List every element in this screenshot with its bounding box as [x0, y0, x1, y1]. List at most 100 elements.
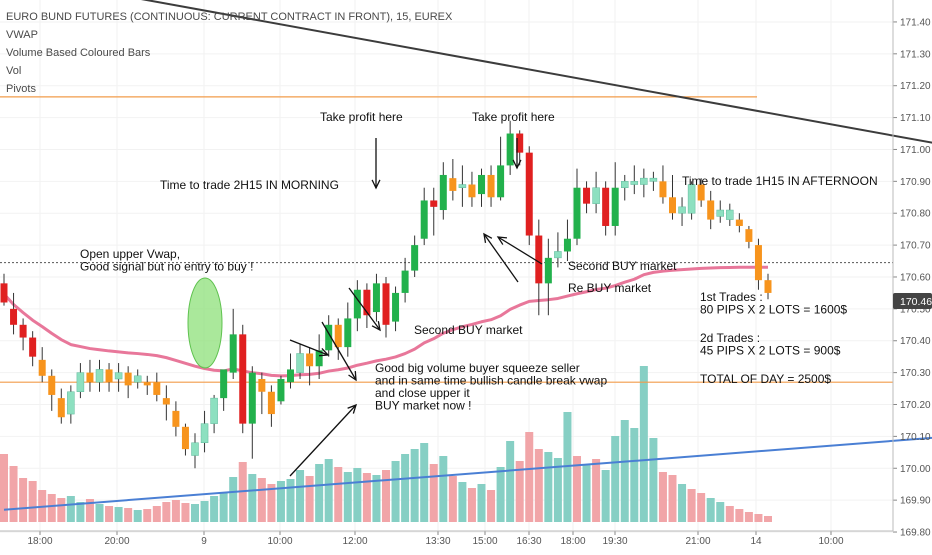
y-tick-label: 171.10 — [900, 113, 931, 124]
candle-body — [48, 375, 56, 395]
candle-body — [86, 372, 94, 383]
volume-bar — [506, 441, 515, 522]
volume-bar — [477, 484, 486, 522]
x-tick-label: 10:00 — [267, 536, 292, 547]
y-tick-label: 171.00 — [900, 145, 931, 156]
note-volume-squeeze: and in same time bullish candle break vw… — [375, 374, 607, 388]
candle-body — [516, 133, 524, 153]
x-tick-label: 18:00 — [27, 536, 52, 547]
candle-body — [344, 318, 352, 348]
price-badge-bg — [893, 293, 932, 309]
candle-body — [114, 372, 123, 380]
candle-body — [29, 337, 37, 357]
volume-bar — [334, 467, 343, 522]
candle-body — [659, 181, 667, 198]
candle-body — [239, 334, 247, 424]
candle-body — [669, 197, 676, 214]
candle-body — [554, 251, 562, 259]
volume-bar — [57, 498, 66, 522]
volume-bar — [95, 504, 104, 522]
candle-body — [162, 398, 170, 405]
volume-bar — [200, 501, 209, 522]
note-open-upper-vwap: Good signal but no entry to buy ! — [80, 260, 253, 274]
note-trade-morning: Time to trade 2H15 IN MORNING — [160, 178, 339, 192]
volume-bar — [296, 470, 305, 522]
legend-pivots[interactable]: Pivots — [6, 83, 36, 95]
candle-body — [726, 209, 734, 220]
volume-bar — [744, 512, 753, 522]
candle-body — [506, 133, 514, 166]
highlight-ellipse — [187, 277, 223, 369]
candle-body — [172, 410, 180, 427]
candle-body — [95, 369, 104, 383]
x-tick-label: 14 — [750, 536, 762, 547]
y-tick-label: 170.60 — [900, 272, 931, 283]
volume-bar — [525, 432, 534, 522]
volume-bar — [362, 473, 371, 522]
volume-bar — [162, 502, 171, 522]
candle-body — [707, 200, 715, 220]
volume-bar — [181, 503, 190, 522]
candle-body — [353, 289, 361, 319]
legend-volume-bars[interactable]: Volume Based Coloured Bars — [6, 47, 151, 59]
volume-bar — [639, 366, 648, 522]
volume-bar — [19, 478, 28, 522]
candle-body — [764, 280, 772, 293]
candle-body — [754, 245, 762, 281]
x-tick-label: 18:00 — [560, 536, 585, 547]
annotation-arrows — [289, 138, 543, 477]
volume-bar — [725, 506, 734, 522]
price-badge-label: 170.46 — [900, 296, 932, 308]
chart-legend: EURO BUND FUTURES (CONTINUOUS: CURRENT C… — [6, 11, 453, 95]
note-re-buy: Re BUY market — [568, 281, 652, 295]
note-volume-squeeze: BUY market now ! — [375, 399, 471, 413]
note-second-buy-2: Second BUY market — [414, 323, 523, 337]
note-volume-squeeze: and close upper it — [375, 386, 470, 400]
x-tick-label: 10:00 — [818, 536, 843, 547]
y-tick-label: 170.00 — [900, 464, 931, 475]
candle-body — [621, 181, 629, 188]
volume-bar — [315, 464, 324, 522]
volume-bar — [534, 449, 543, 522]
candle-body — [563, 238, 571, 252]
legend-title[interactable]: EURO BUND FUTURES (CONTINUOUS: CURRENT C… — [6, 11, 453, 23]
volume-bar — [286, 479, 295, 522]
volume-bar — [687, 489, 696, 522]
arrow-head — [348, 370, 357, 382]
candle-body — [277, 378, 285, 402]
candle-body — [382, 283, 390, 325]
volume-bar — [143, 509, 152, 522]
candle-body — [611, 187, 619, 226]
note-take-profit-1: Take profit here — [320, 110, 403, 124]
y-tick-label: 170.40 — [900, 336, 931, 347]
volume-bar — [764, 516, 772, 522]
vwap-line — [2, 265, 769, 378]
volume-bar — [658, 472, 667, 522]
note-trades-1: 80 PIPS X 2 LOTS = 1600$ — [700, 303, 847, 317]
volume-bar — [133, 510, 142, 522]
legend-vwap[interactable]: VWAP — [6, 29, 38, 41]
volume-bar — [105, 506, 114, 522]
x-tick-label: 21:00 — [685, 536, 710, 547]
arrow-head — [483, 232, 493, 243]
volume-bar — [458, 482, 467, 522]
volume-bar — [573, 456, 581, 522]
volume-bar — [467, 488, 476, 522]
legend-vol[interactable]: Vol — [6, 65, 21, 77]
candle-body — [487, 174, 495, 198]
volume-bar — [496, 467, 505, 522]
candle-body — [525, 152, 533, 236]
volume-bar — [668, 475, 677, 522]
candle-body — [143, 382, 151, 386]
volume-bar — [448, 476, 457, 522]
candle-body — [544, 257, 552, 284]
candle-body — [678, 206, 686, 214]
volume-bar — [9, 466, 18, 522]
candle-body — [630, 181, 639, 185]
candle-body — [0, 283, 8, 303]
note-open-upper-vwap: Open upper Vwap, — [80, 247, 180, 261]
candle-body — [133, 375, 142, 383]
y-tick-label: 169.90 — [900, 496, 931, 507]
volume-bar — [152, 506, 161, 522]
